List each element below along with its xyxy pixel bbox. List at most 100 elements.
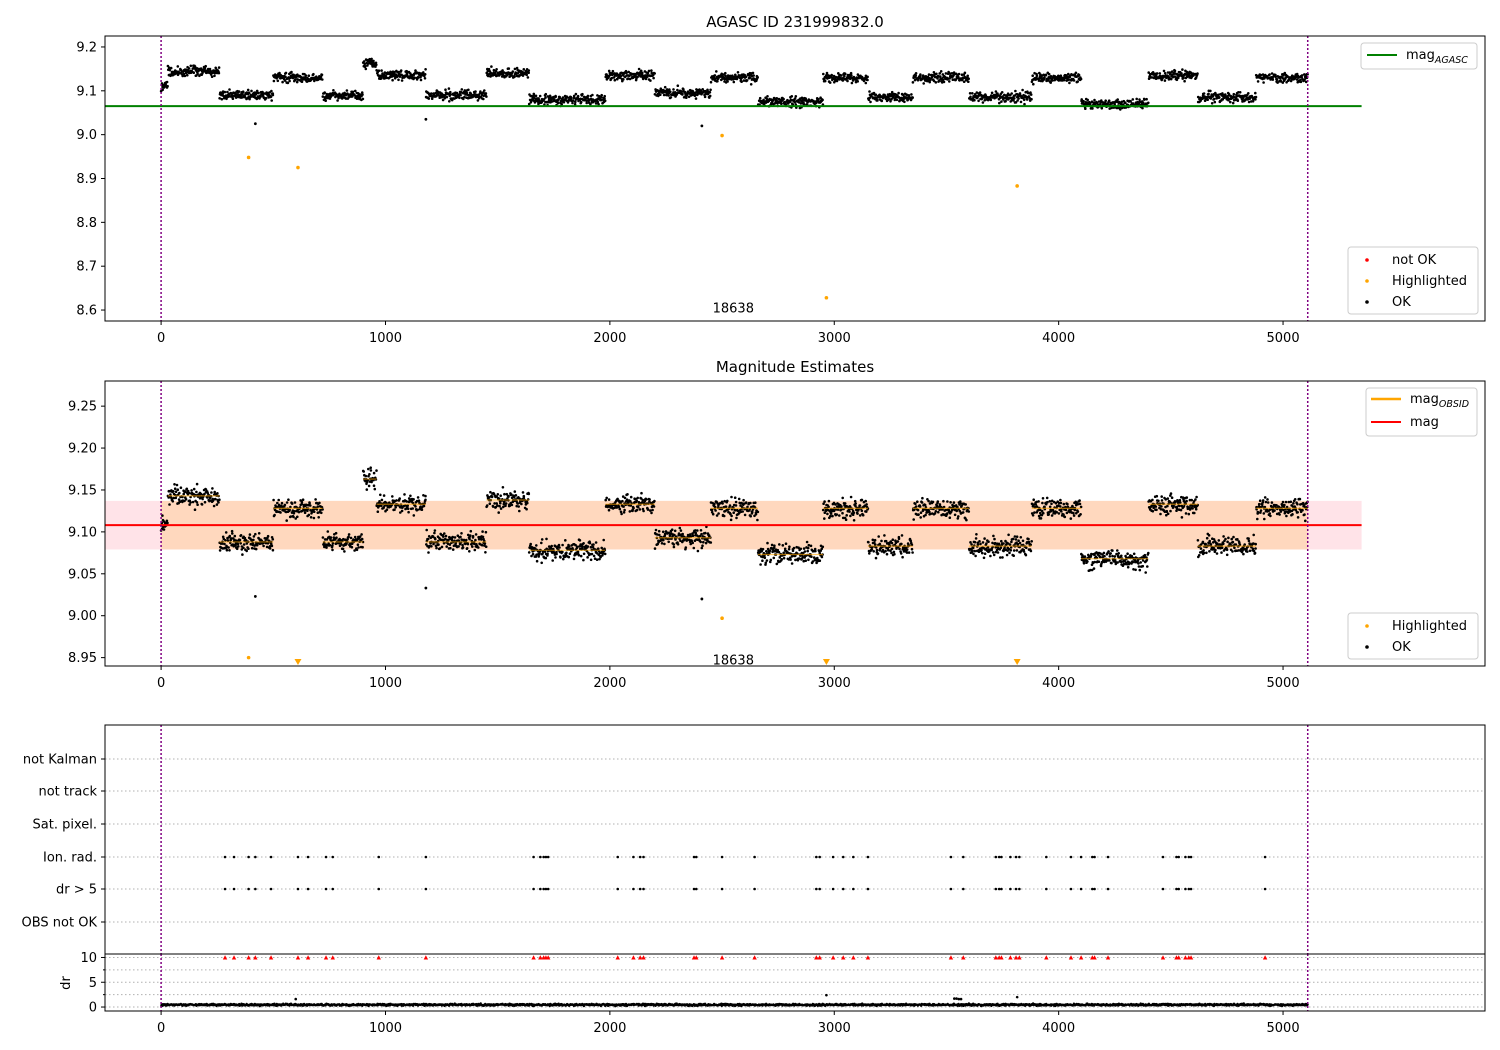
dr-flag-marker [423,955,429,960]
flag-point [269,887,273,891]
flag-point [542,855,545,859]
flag-point [424,855,428,859]
legend-agasc-upper: magAGASC [1360,42,1478,70]
flag-point [546,887,550,891]
dr-flag-marker [1092,955,1097,960]
flag-point [532,887,535,891]
dr-flag-marker [538,955,543,960]
flag-point [1079,855,1083,859]
dr-flag-marker [814,955,819,960]
x-tick-label: 0 [157,676,165,691]
y-tick-label: 8.6 [76,304,97,319]
highlighted-offscale-marker [294,659,302,665]
panel-mag-y-ticks: 8.95 9.00 9.05 9.10 9.15 9.20 9.25 [68,400,105,666]
dr-flag-marker [1105,955,1111,960]
ok-point-outlier [253,595,257,598]
flag-point [1091,887,1094,891]
dr-flag-marker [305,955,311,960]
panel-mag-x-ticks: 0 1000 2000 3000 4000 5000 [157,666,1300,691]
ok-points [159,466,1309,574]
flag-point [1263,887,1267,891]
legend-label-not-ok: not OK [1392,253,1437,268]
flag-point [638,855,642,859]
flag-point [1184,855,1187,859]
dr-flag-marker [1008,955,1013,960]
panel-agasc-frame [104,35,1486,322]
y-tick-label: 9.15 [68,483,97,498]
dr-flag-marker [1188,955,1194,960]
x-tick-label: 0 [157,1021,165,1036]
flag-point [542,887,545,891]
flag-point [616,855,620,859]
legend-mag-upper: magOBSID mag [1365,387,1478,437]
flag-point [1175,887,1178,891]
dr-flag-marker [295,955,301,960]
dr-flag-marker [376,955,381,960]
dr-outlier-point [953,997,956,1000]
panel-dr-plot-area [105,954,1485,1011]
y-tick-label: 9.1 [76,84,97,99]
flag-point [692,855,696,859]
flag-point [694,887,698,891]
flag-point [1093,855,1096,859]
legend-box [1347,246,1479,315]
flag-point [852,887,855,891]
y-tick-label: 8.95 [68,651,97,666]
ok-point-outlier [700,124,704,128]
flag-point [961,887,965,891]
dr-outlier-point [825,993,828,997]
flag-point [544,855,548,859]
flag-point [1189,887,1193,891]
x-tick-label: 2000 [593,331,626,346]
flag-point [1189,855,1193,859]
ok-point-outlier [424,117,428,121]
y-tick-label: 8.7 [76,260,97,275]
panel-agasc-annotation: 18638 [713,302,754,317]
flag-point [1263,855,1267,859]
dr-flag-marker [993,955,999,960]
flag-category-label: not track [38,785,97,800]
dr-flag-marker [961,955,966,960]
y-tick-label: 0 [89,1001,97,1016]
flag-point [997,855,1001,859]
dr-flag-marker [323,955,329,960]
x-tick-label: 5000 [1267,331,1300,346]
flag-point [949,855,953,859]
dr-flag-marker [1160,955,1166,960]
y-tick-label: 9.05 [68,567,97,582]
flag-point [753,887,756,891]
legend-marker-highlighted [1365,624,1369,628]
flag-point [815,887,818,891]
flag-point [223,887,227,891]
x-tick-label: 1000 [369,1021,402,1036]
highlighted-point [246,655,251,660]
dr-outlier-point [1015,995,1019,999]
ok-point-outlier [700,597,704,601]
legend-label-ok: OK [1392,295,1411,310]
flag-point [866,887,870,891]
dr-flag-marker [330,955,335,960]
y-tick-label: 5 [89,976,97,991]
y-tick-label: 9.25 [68,400,97,415]
dr-flag-marker [752,955,757,960]
flag-point [306,887,310,891]
flag-point [841,855,845,859]
flag-point [831,887,835,891]
flag-point [720,855,724,859]
flag-point [692,887,696,891]
legend-marker-ok [1365,300,1369,304]
ok-point-outlier [424,586,428,590]
y-tick-label: 8.9 [76,172,97,187]
y-tick-label: 9.2 [76,40,97,55]
flag-category-label: Sat. pixel. [33,818,97,833]
dr-flag-marker [268,955,274,960]
dr-flag-marker [1017,955,1022,960]
flag-point [1161,887,1165,891]
flag-point [1018,855,1021,859]
dr-flag-marker [531,955,536,960]
flag-point [632,887,635,891]
flag-point [1000,855,1003,859]
flag-point [638,887,642,891]
dr-flag-marker [1044,955,1049,960]
